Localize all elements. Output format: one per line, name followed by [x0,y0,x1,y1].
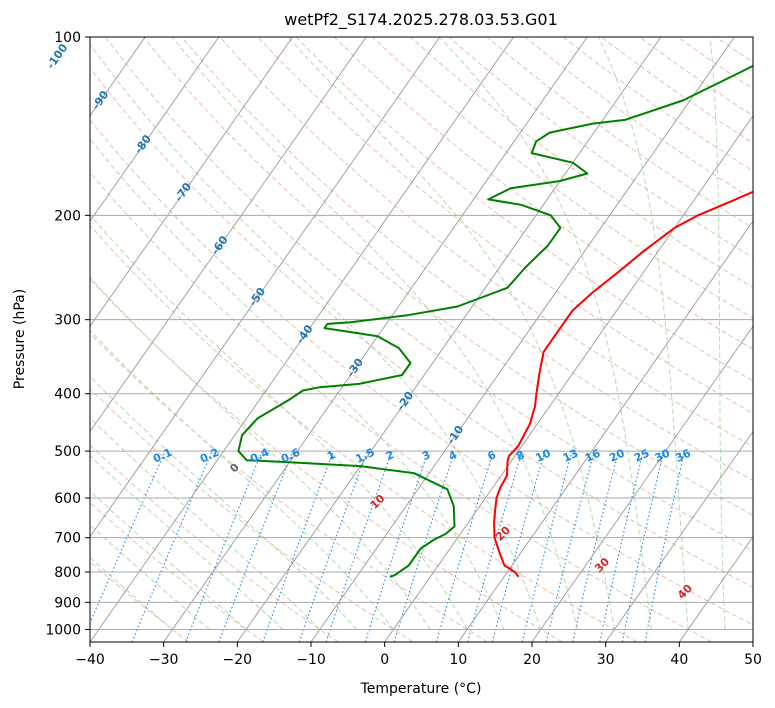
mixing-ratio-line [364,450,429,642]
mixing-ratio-line [262,450,334,642]
isotherm-line [90,37,441,538]
moist-adiabat [598,37,689,630]
plot-frame [89,36,754,643]
isotherm-line [236,37,662,642]
moist-adiabat [439,37,652,630]
x-tick-label: −40 [75,652,105,668]
x-tick-label: 10 [449,652,467,668]
x-tick-label: −10 [296,652,326,668]
isotherm-line [605,430,753,642]
x-tick-label: 30 [597,652,615,668]
y-tick-label: 700 [54,531,81,547]
temperature-line [493,190,753,578]
chart-title: wetPf2_S174.2025.278.03.53.G01 [284,10,558,30]
isotherm-line [163,37,588,642]
y-tick-label: 1000 [45,622,81,638]
axes: −40 −30 −20 −10 0 10 20 30 40 50 100 200 300 400 500 60… [45,30,762,668]
dry-adiabat [333,37,753,350]
mixing-ratio-label: 30 [653,446,673,464]
moist-adiabat [287,37,615,630]
mixing-ratio-line [599,450,644,642]
x-tick-label: 40 [670,652,688,668]
profile-lines [237,64,753,578]
mixing-ratio-line [218,450,294,642]
mixing-ratio-line [572,450,620,642]
dry-adiabat [219,37,753,448]
mixing-ratio-label: 16 [583,446,603,464]
isotherm-line [90,37,293,328]
y-tick-label: 100 [54,30,81,46]
dry-adiabat [90,171,712,642]
x-tick-label: −30 [149,652,179,668]
moist-adiabat [90,276,431,630]
isotherm-line [384,115,753,642]
mixing-ratio-label: 25 [632,447,651,465]
moist-adiabat [90,417,321,630]
moist-adiabat [90,524,210,630]
x-tick-label: 0 [380,652,389,668]
x-tick-label: 50 [744,652,762,668]
y-tick-label: 600 [54,491,81,507]
mixing-ratio-line [298,450,368,642]
mixing-ratio-label: 36 [673,446,693,464]
moist-adiabat [171,37,579,630]
mixing-ratio-line [521,450,573,642]
y-tick-label: 500 [54,444,81,460]
moist-adiabat [90,43,542,630]
background-lines [0,37,753,642]
y-tick-label: 200 [54,208,81,224]
isotherm-line [678,535,753,642]
mixing-ratio-label: 10 [533,446,553,464]
dry-adiabat [90,332,488,642]
dry-adiabat [90,278,563,642]
moist-adiabat [709,37,726,630]
isotherm-line [90,37,514,642]
y-tick-label: 800 [54,565,81,581]
mixing-ratio-line [466,450,523,642]
mixing-ratio-line [545,450,595,642]
mixing-ratio-line [435,450,495,642]
mixing-ratio-line [325,450,393,642]
dry-adiabat [90,67,753,588]
moist-adiabat [90,556,173,630]
moist-adiabat [90,214,468,630]
mixing-ratio-label: 20 [607,446,627,464]
isotherm-line [457,220,753,642]
plot-area [90,37,753,642]
x-axis-label: Temperature (°C) [360,681,482,697]
mixing-ratio-line [90,450,166,625]
x-tick-label: 20 [523,652,541,668]
isotherm-line [90,37,220,222]
isotherm-line [531,325,753,642]
dry-adiabat [181,37,753,482]
dry-adiabat [295,37,753,382]
dry-adiabat [143,37,753,516]
y-axis-label: Pressure (hPa) [12,289,28,389]
x-tick-label: −20 [223,652,253,668]
moist-adiabat [90,138,505,630]
y-tick-label: 400 [54,387,81,403]
isotherm-line [310,37,735,642]
y-tick-label: 900 [54,595,81,611]
isotherm-line [752,641,753,642]
moist-adiabat [90,375,357,630]
dry-adiabat [90,560,190,642]
dewpoint-line [237,64,753,578]
dry-adiabat [372,37,753,319]
mixing-ratio-line [185,450,263,642]
mixing-ratio-line [131,450,213,642]
isotherm-line [0,37,72,642]
mixing-ratio-label: 13 [561,447,580,465]
y-tick-label: 300 [54,313,81,329]
dry-adiabat [90,119,753,626]
isotherm-line [90,37,367,433]
